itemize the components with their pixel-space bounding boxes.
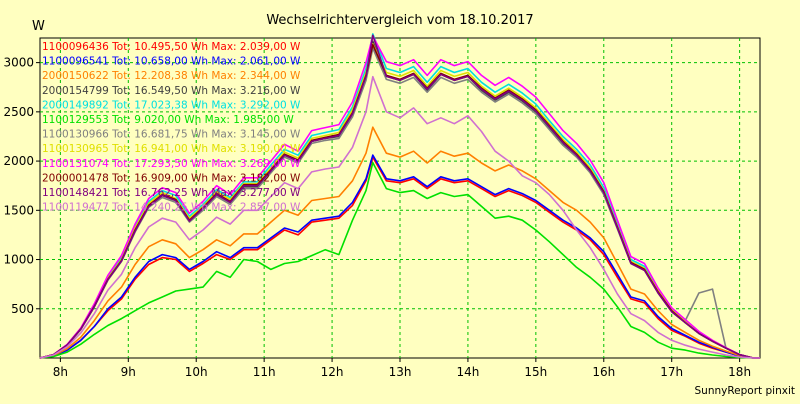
series-line-8 (39, 43, 760, 359)
series-line-2 (39, 154, 760, 359)
x-tick-label: 8h (53, 365, 68, 379)
series-line-3 (39, 126, 760, 359)
x-tick-label: 12h (321, 365, 344, 379)
y-tick-label: 2000 (3, 154, 34, 168)
legend-entry: 2000001478 Tot: 16.909,00 Wh Max: 3.182,… (42, 172, 301, 184)
series-line-9 (39, 35, 760, 359)
x-tick-label: 14h (456, 365, 479, 379)
legend-entry: 2000154799 Tot: 16.549,50 Wh Max: 3.216,… (42, 85, 301, 97)
series-line-12 (39, 75, 760, 359)
legend-entry: 2000150622 Tot: 12.208,38 Wh Max: 2.344,… (42, 70, 301, 82)
legend-entry: 1100119477 Tot: 14.240,25 Wh Max: 2.857,… (42, 202, 301, 214)
series-line-5 (39, 33, 760, 359)
legend-entry: 1100096541 Tot: 10.658,00 Wh Max: 2.061,… (42, 56, 301, 68)
x-tick-label: 11h (253, 365, 276, 379)
legend-entry: 1100130965 Tot: 16.941,00 Wh Max: 3.190,… (42, 143, 301, 155)
x-tick-label: 10h (185, 365, 208, 379)
series-line-11 (39, 34, 760, 359)
y-tick-label: 2500 (3, 105, 34, 119)
y-axis-unit: W (32, 19, 45, 34)
x-tick-label: 9h (121, 365, 136, 379)
legend-entry: 1100129553 Tot: 9.020,00 Wh Max: 1.985,0… (42, 114, 294, 126)
legend-entry: 1100131074 Tot: 17.293,50 Wh Max: 3.269,… (42, 158, 301, 170)
x-tick-label: 18h (728, 365, 751, 379)
y-tick-label: 3000 (3, 56, 34, 70)
legend: 1100096436 Tot: 10.495,50 Wh Max: 2.039,… (42, 41, 301, 214)
series-lines (39, 33, 760, 359)
x-tick-label: 16h (592, 365, 615, 379)
y-tick-label: 1000 (3, 253, 34, 267)
y-tick-label: 1500 (3, 203, 34, 217)
legend-entry: 1100096436 Tot: 10.495,50 Wh Max: 2.039,… (42, 41, 301, 53)
y-tick-label: 500 (11, 302, 34, 316)
x-tick-label: 13h (389, 365, 412, 379)
series-line-6 (39, 161, 760, 359)
legend-entry: 1100148421 Tot: 16.762,25 Wh Max: 3.277,… (42, 187, 301, 199)
x-tick-label: 17h (660, 365, 683, 379)
axes: 500 1000 1500 2000 2500 3000 8h 9h 10h 11h 12h 13h 1… (3, 56, 751, 379)
x-tick-label: 15h (524, 365, 547, 379)
series-line-10 (39, 43, 760, 359)
legend-entry: 2000149892 Tot: 17.023,38 Wh Max: 3.292,… (42, 99, 301, 111)
chart-title: Wechselrichtervergleich vom 18.10.2017 (266, 13, 533, 28)
legend-entry: 1100130966 Tot: 16.681,75 Wh Max: 3.145,… (42, 129, 301, 141)
footer-credit: SunnyReport pinxit (695, 385, 795, 397)
series-line-1 (39, 156, 760, 359)
